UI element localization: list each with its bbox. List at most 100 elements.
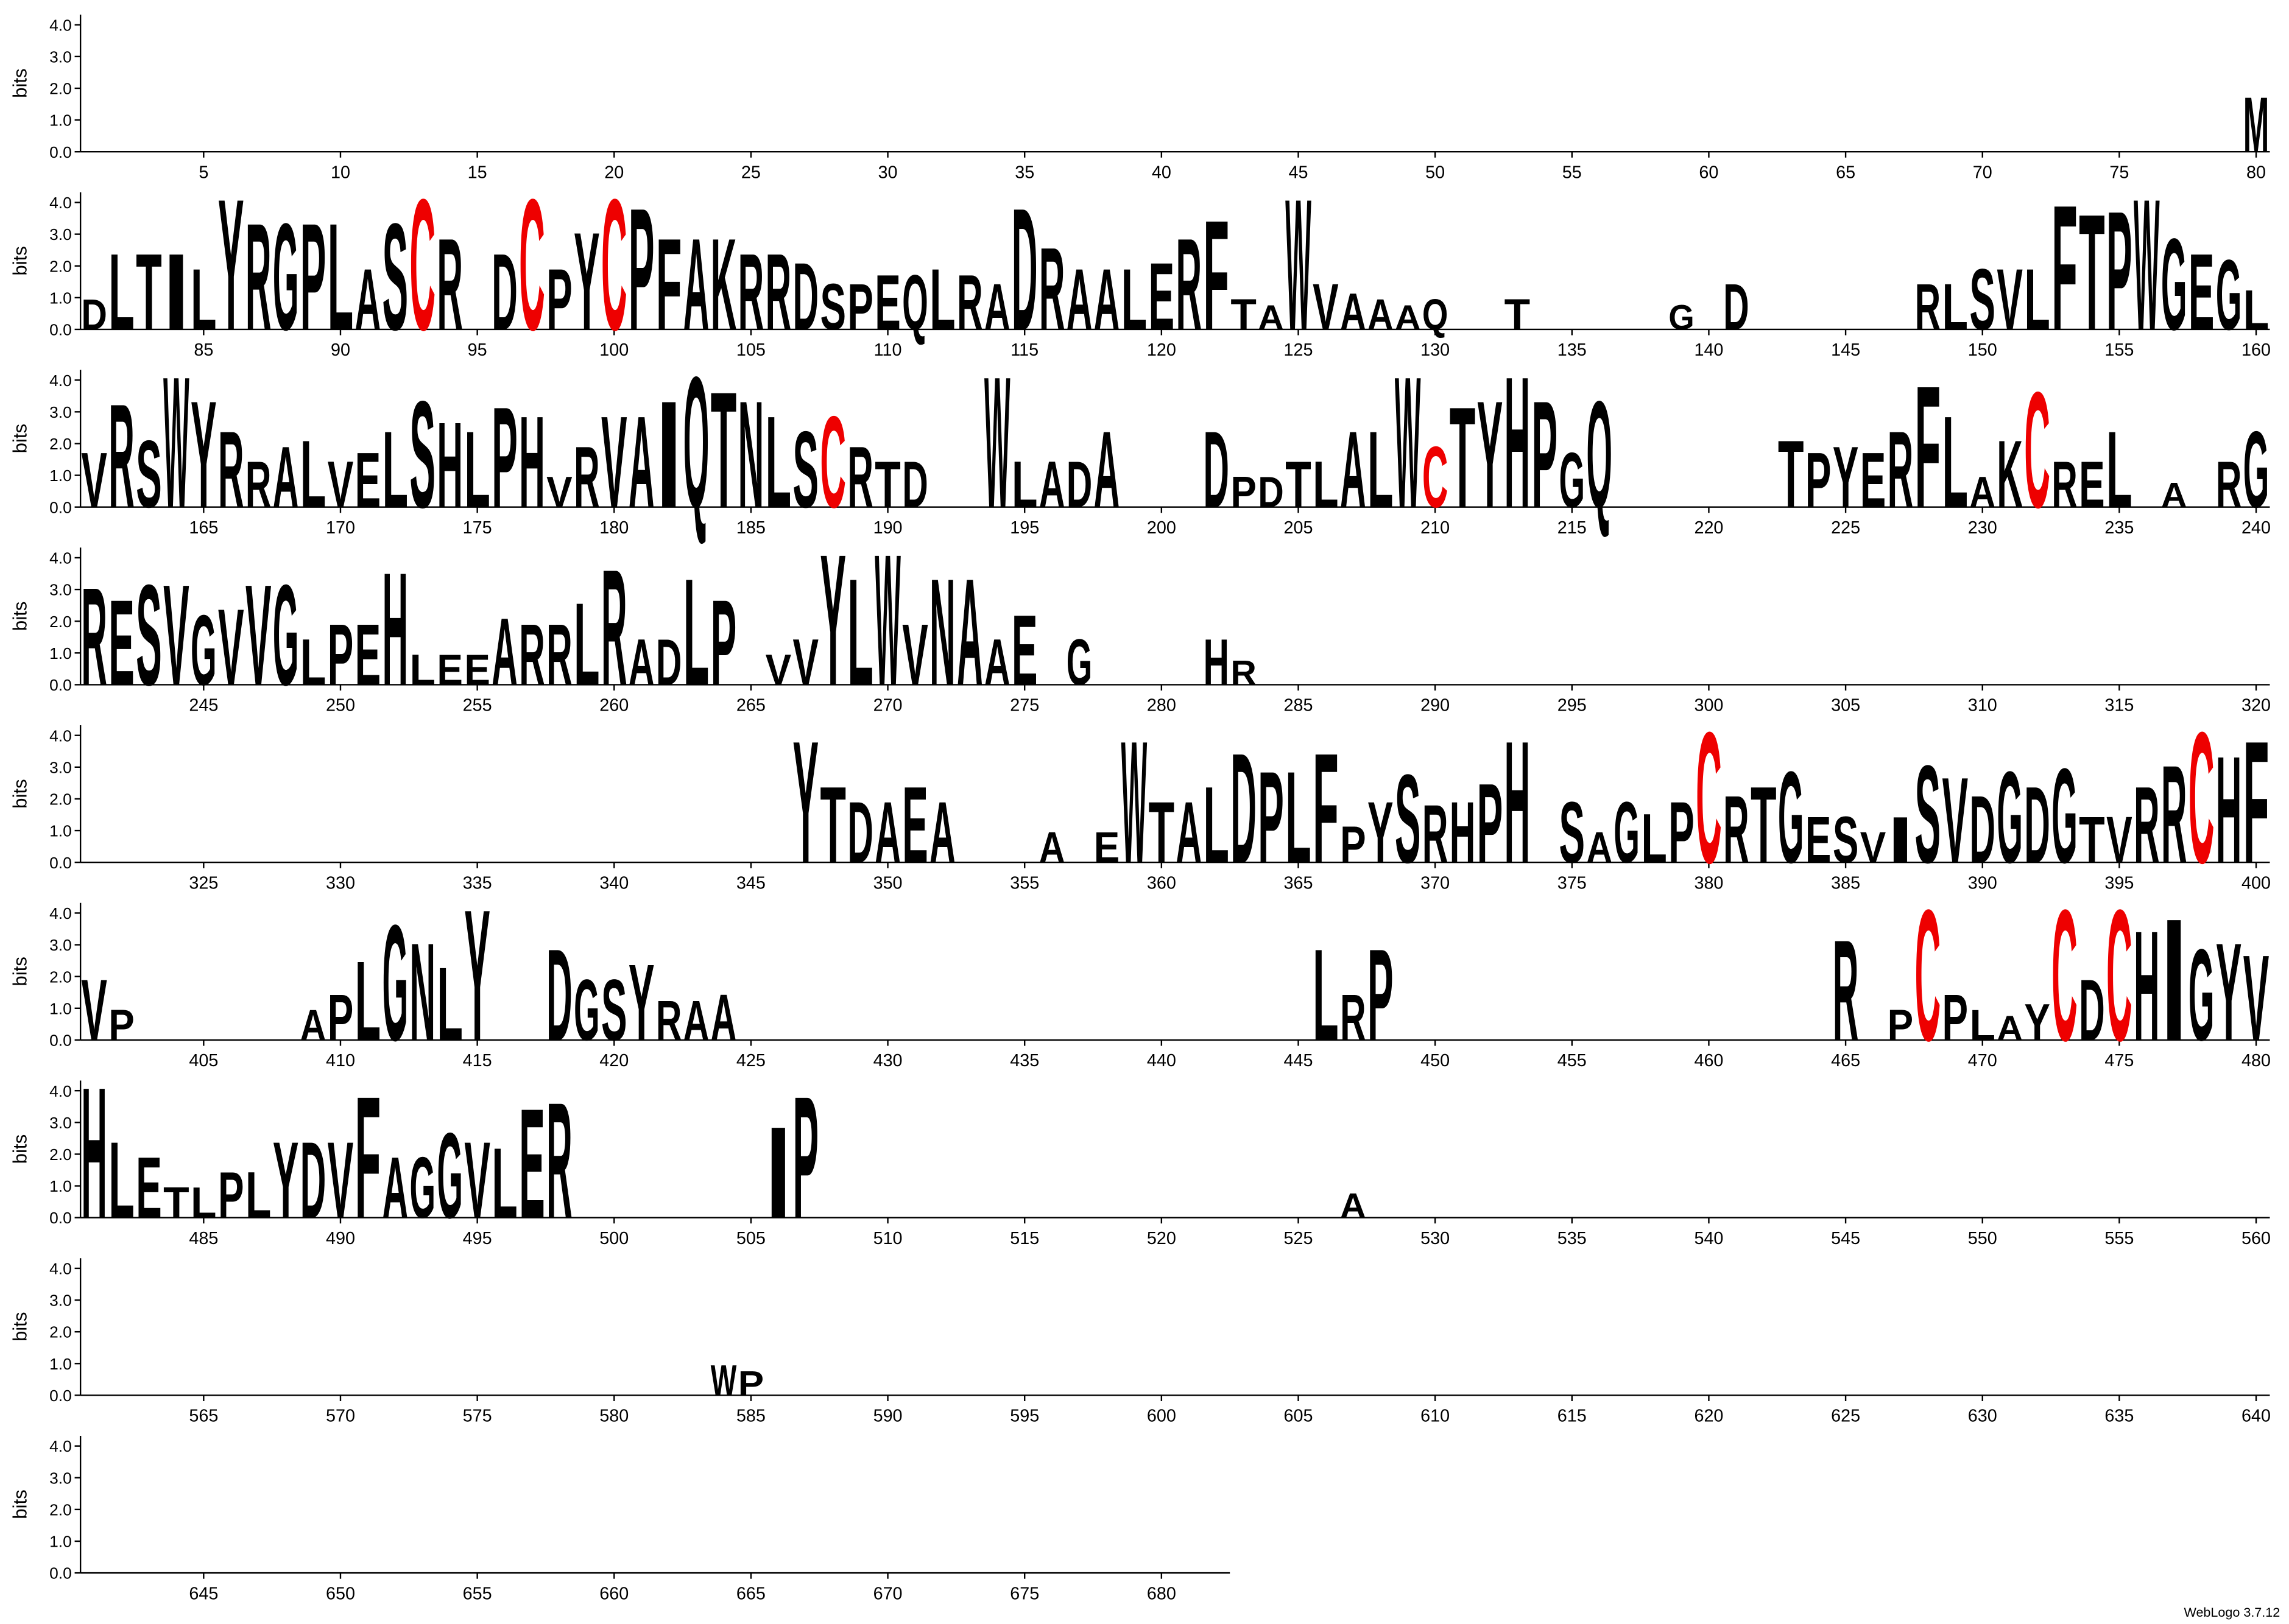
logo-letter: D <box>81 290 107 339</box>
logo-letter: A <box>1039 823 1065 872</box>
x-tick-label: 320 <box>2241 696 2271 715</box>
logo-letter: L <box>1285 745 1311 890</box>
logo-letter: S <box>410 370 436 540</box>
logo-letter: A <box>2161 476 2187 515</box>
logo-letter: C <box>1696 694 1722 902</box>
x-tick-label: 85 <box>194 340 213 360</box>
logo-letter: V <box>218 586 244 708</box>
logo-letter: C <box>519 161 545 370</box>
logo-letter: R <box>1915 270 1941 343</box>
logo-letter: T <box>1285 448 1311 521</box>
x-tick-label: 455 <box>1557 1051 1587 1070</box>
logo-letter: R <box>519 606 545 703</box>
logo-letter: E <box>519 1076 545 1251</box>
logo-letter: G <box>2243 409 2270 530</box>
logo-letter: P <box>546 251 573 348</box>
logo-letter: L <box>1313 448 1339 521</box>
x-tick-label: 280 <box>1147 696 1176 715</box>
x-tick-label: 680 <box>1147 1584 1176 1603</box>
logo-letter: P <box>1668 784 1695 881</box>
x-tick-label: 640 <box>2241 1407 2271 1426</box>
x-tick-label: 675 <box>1010 1584 1039 1603</box>
x-tick-label: 105 <box>736 340 766 360</box>
logo-letter: L <box>929 251 956 348</box>
x-tick-label: 200 <box>1147 518 1176 538</box>
logo-letter: S <box>1395 748 1421 889</box>
x-tick-label: 440 <box>1147 1051 1176 1070</box>
logo-letter: D <box>492 231 518 353</box>
y-tick-label: 2.0 <box>49 257 72 275</box>
logo-letter: L <box>245 1159 272 1232</box>
logo-letter: P <box>1532 370 1558 540</box>
logo-letter: A <box>711 981 737 1054</box>
x-tick-label: 25 <box>741 163 761 182</box>
x-tick-label: 110 <box>874 340 902 360</box>
y-tick-label: 0.0 <box>49 321 72 339</box>
x-tick-label: 370 <box>1420 873 1450 893</box>
logo-letter: A <box>957 547 983 717</box>
y-tick-label: 2.0 <box>49 80 72 98</box>
logo-letter: P <box>1258 745 1284 890</box>
logo-letter: L <box>1641 800 1667 877</box>
x-tick-label: 50 <box>1425 163 1445 182</box>
logo-letter: A <box>629 625 655 698</box>
logo-letter: D <box>902 448 928 521</box>
logo-letter: T <box>1751 764 1777 885</box>
logo-letter: R <box>574 429 600 526</box>
logo-letter: F <box>1203 188 1229 363</box>
logo-letter: Q <box>683 339 710 547</box>
logo-letter: P <box>1367 923 1394 1068</box>
x-tick-label: 660 <box>599 1584 629 1603</box>
logo-letter: C <box>2188 694 2215 902</box>
logo-letter: W <box>163 339 189 547</box>
x-tick-label: 30 <box>878 163 898 182</box>
logo-letter: R <box>1833 910 1859 1070</box>
logo-letter: R <box>847 429 873 526</box>
logo-letter: A <box>1094 251 1120 348</box>
x-tick-label: 380 <box>1694 873 1723 893</box>
logo-letter: Y <box>2024 993 2050 1052</box>
logo-letter: R <box>2051 448 2078 521</box>
x-tick-label: 535 <box>1557 1229 1587 1248</box>
y-tick-label: 2.0 <box>49 968 72 986</box>
logo-letter: L <box>1203 764 1229 885</box>
x-tick-label: 590 <box>873 1407 903 1426</box>
x-tick-label: 175 <box>463 518 492 538</box>
logo-letter: A <box>1176 784 1202 881</box>
logo-letter: F <box>1313 720 1339 896</box>
logo-letter: H <box>437 398 463 533</box>
logo-letter: E <box>1094 823 1120 872</box>
logo-letter: D <box>1067 448 1093 521</box>
logo-letter: D <box>1230 720 1257 896</box>
logo-letter: A <box>355 251 381 348</box>
x-tick-label: 160 <box>2241 340 2271 360</box>
x-tick-label: 400 <box>2241 873 2271 893</box>
x-tick-label: 575 <box>463 1407 492 1426</box>
logo-letter: E <box>355 437 381 524</box>
logo-letter: D <box>2024 764 2050 885</box>
y-axis-label: bits <box>9 957 30 986</box>
logo-letter: G <box>410 1140 436 1237</box>
logo-letter: A <box>1367 290 1394 339</box>
x-tick-label: 135 <box>1557 340 1587 360</box>
logo-letter: G <box>1668 298 1695 337</box>
logo-letter: A <box>1340 1187 1366 1226</box>
logo-letter: I <box>1888 803 1914 876</box>
logo-letter: A <box>683 212 710 357</box>
x-tick-label: 385 <box>1831 873 1860 893</box>
logo-letter: R <box>1422 787 1448 880</box>
x-tick-label: 330 <box>326 873 355 893</box>
x-tick-label: 460 <box>1694 1051 1723 1070</box>
x-tick-label: 450 <box>1420 1051 1450 1070</box>
x-tick-label: 505 <box>736 1229 766 1248</box>
logo-letter: W <box>875 516 901 725</box>
x-tick-label: 650 <box>326 1584 355 1603</box>
y-tick-label: 2.0 <box>49 435 72 453</box>
logo-letter: V <box>793 625 819 698</box>
logo-letter: T <box>2079 803 2105 876</box>
x-tick-label: 270 <box>873 696 903 715</box>
logo-letter: R <box>1039 223 1065 354</box>
logo-letter: R <box>738 231 764 353</box>
x-tick-label: 595 <box>1010 1407 1039 1426</box>
logo-letter: L <box>2243 278 2270 342</box>
